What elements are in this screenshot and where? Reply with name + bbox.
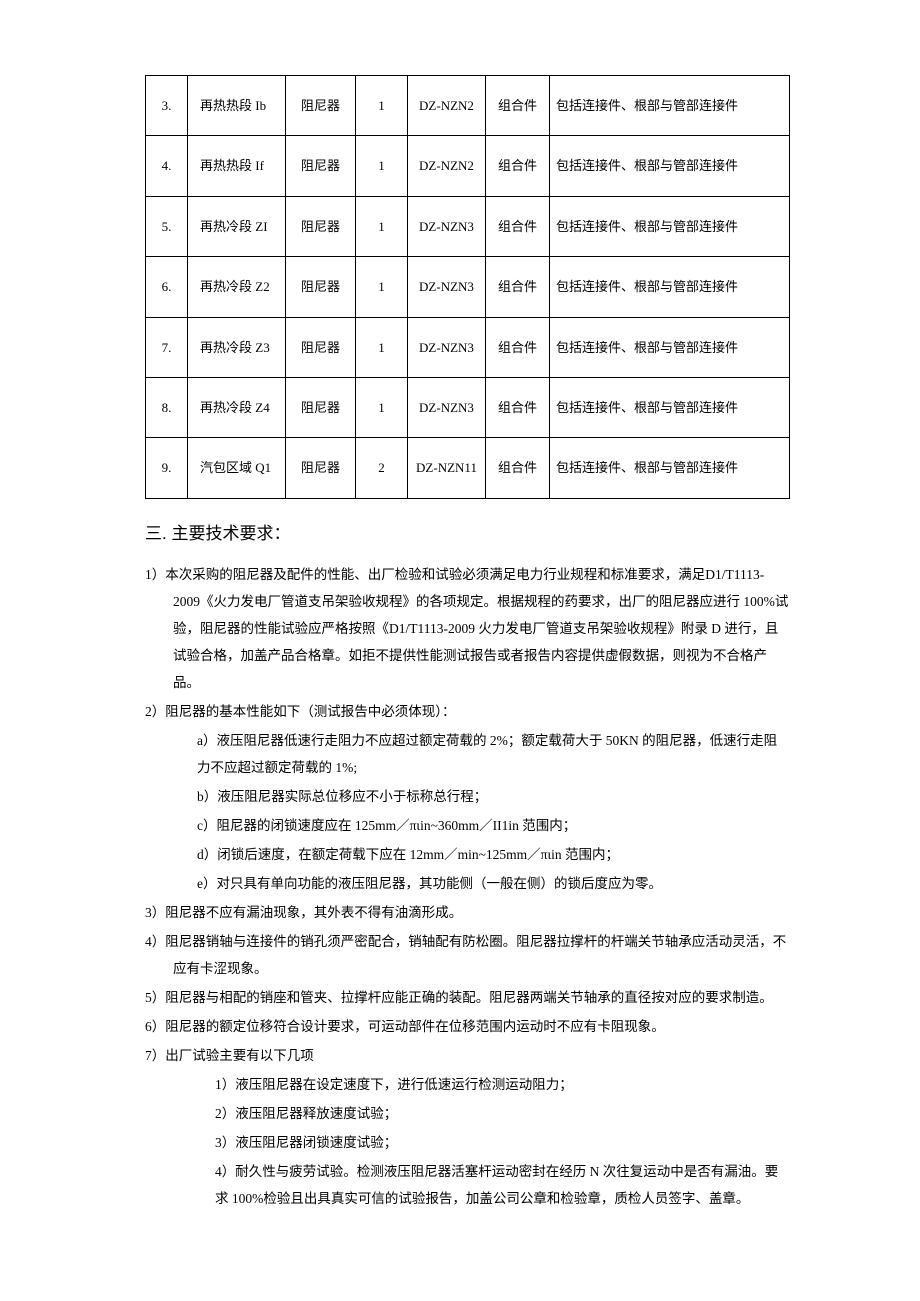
- paragraph-4: 4）阻尼器销轴与连接件的销孔须严密配合，销轴配有防松圈。阻尼器拉撑杆的杆端关节轴…: [145, 928, 790, 982]
- cell-zone: 再热冷段 Z4: [188, 377, 286, 437]
- cell-qty: 1: [356, 196, 408, 256]
- section-title: 三. 主要技术要求：: [145, 519, 790, 550]
- cell-idx: 6.: [146, 257, 188, 317]
- cell-name: 阻尼器: [286, 196, 356, 256]
- cell-idx: 4.: [146, 136, 188, 196]
- table-row: 8.再热冷段 Z4阻尼器1DZ-NZN3组合件包括连接件、根部与管部连接件: [146, 377, 790, 437]
- cell-idx: 9.: [146, 438, 188, 498]
- cell-zone: 再热冷段 Z3: [188, 317, 286, 377]
- cell-zone: 再热热段 Ib: [188, 76, 286, 136]
- paragraph-2b: b）液压阻尼器实际总位移应不小于标称总行程；: [145, 783, 790, 810]
- cell-qty: 1: [356, 136, 408, 196]
- cell-type: 组合件: [486, 136, 550, 196]
- cell-name: 阻尼器: [286, 438, 356, 498]
- cell-type: 组合件: [486, 438, 550, 498]
- cell-name: 阻尼器: [286, 136, 356, 196]
- cell-model: DZ-NZN3: [408, 317, 486, 377]
- cell-model: DZ-NZN11: [408, 438, 486, 498]
- cell-model: DZ-NZN3: [408, 257, 486, 317]
- paragraph-6: 6）阻尼器的额定位移符合设计要求，可运动部件在位移范围内运动时不应有卡阻现象。: [145, 1013, 790, 1040]
- cell-model: DZ-NZN3: [408, 377, 486, 437]
- cell-model: DZ-NZN3: [408, 196, 486, 256]
- cell-zone: 再热冷段 ZI: [188, 196, 286, 256]
- cell-qty: 1: [356, 257, 408, 317]
- cell-type: 组合件: [486, 377, 550, 437]
- cell-qty: 2: [356, 438, 408, 498]
- table-row: 3.再热热段 Ib阻尼器1DZ-NZN2组合件包括连接件、根部与管部连接件: [146, 76, 790, 136]
- table-row: 6.再热冷段 Z2阻尼器1DZ-NZN3组合件包括连接件、根部与管部连接件: [146, 257, 790, 317]
- paragraph-2c: c）阻尼器的闭锁速度应在 125mm／πιin~360mm／II1in 范围内；: [145, 812, 790, 839]
- cell-model: DZ-NZN2: [408, 76, 486, 136]
- cell-qty: 1: [356, 377, 408, 437]
- cell-name: 阻尼器: [286, 377, 356, 437]
- cell-remark: 包括连接件、根部与管部连接件: [550, 196, 790, 256]
- cell-type: 组合件: [486, 76, 550, 136]
- damper-table: 3.再热热段 Ib阻尼器1DZ-NZN2组合件包括连接件、根部与管部连接件4.再…: [145, 75, 790, 499]
- cell-type: 组合件: [486, 196, 550, 256]
- paragraph-2d: d）闭锁后速度，在额定荷载下应在 12mm／min~125mm／πιin 范围内…: [145, 841, 790, 868]
- paragraph-7-1: 1）液压阻尼器在设定速度下，进行低速运行检测运动阻力；: [145, 1071, 790, 1098]
- cell-remark: 包括连接件、根部与管部连接件: [550, 76, 790, 136]
- cell-idx: 5.: [146, 196, 188, 256]
- cell-name: 阻尼器: [286, 76, 356, 136]
- table-row: 5.再热冷段 ZI阻尼器1DZ-NZN3组合件包括连接件、根部与管部连接件: [146, 196, 790, 256]
- cell-remark: 包括连接件、根部与管部连接件: [550, 377, 790, 437]
- table-row: 9.汽包区域 Q1阻尼器2DZ-NZN11组合件包括连接件、根部与管部连接件: [146, 438, 790, 498]
- cell-remark: 包括连接件、根部与管部连接件: [550, 317, 790, 377]
- cell-type: 组合件: [486, 257, 550, 317]
- cell-remark: 包括连接件、根部与管部连接件: [550, 438, 790, 498]
- paragraph-3: 3）阻尼器不应有漏油现象，其外表不得有油滴形成。: [145, 899, 790, 926]
- paragraph-1: 1）本次采购的阻尼器及配件的性能、出厂检验和试验必须满足电力行业规程和标准要求，…: [145, 561, 790, 696]
- paragraph-7-2: 2）液压阻尼器释放速度试验；: [145, 1100, 790, 1127]
- cell-zone: 再热热段 If: [188, 136, 286, 196]
- paragraph-7-3: 3）液压阻尼器闭锁速度试验；: [145, 1129, 790, 1156]
- cell-qty: 1: [356, 317, 408, 377]
- paragraph-2: 2）阻尼器的基本性能如下（测试报告中必须体现）：: [145, 698, 790, 725]
- cell-idx: 8.: [146, 377, 188, 437]
- cell-model: DZ-NZN2: [408, 136, 486, 196]
- table-row: 4.再热热段 If阻尼器1DZ-NZN2组合件包括连接件、根部与管部连接件: [146, 136, 790, 196]
- cell-type: 组合件: [486, 317, 550, 377]
- cell-zone: 再热冷段 Z2: [188, 257, 286, 317]
- cell-name: 阻尼器: [286, 257, 356, 317]
- cell-qty: 1: [356, 76, 408, 136]
- cell-idx: 7.: [146, 317, 188, 377]
- paragraph-7-4: 4）耐久性与疲劳试验。检测液压阻尼器活塞杆运动密封在经历 N 次往复运动中是否有…: [145, 1158, 790, 1212]
- cell-zone: 汽包区域 Q1: [188, 438, 286, 498]
- cell-remark: 包括连接件、根部与管部连接件: [550, 136, 790, 196]
- cell-remark: 包括连接件、根部与管部连接件: [550, 257, 790, 317]
- cell-idx: 3.: [146, 76, 188, 136]
- paragraph-5: 5）阻尼器与相配的销座和管夹、拉撑杆应能正确的装配。阻尼器两端关节轴承的直径按对…: [145, 984, 790, 1011]
- table-row: 7.再热冷段 Z3阻尼器1DZ-NZN3组合件包括连接件、根部与管部连接件: [146, 317, 790, 377]
- cell-name: 阻尼器: [286, 317, 356, 377]
- paragraph-7: 7）出厂试验主要有以下几项: [145, 1042, 790, 1069]
- paragraph-2a: a）液压阻尼器低速行走阻力不应超过额定荷载的 2%；额定载荷大于 50KN 的阻…: [145, 727, 790, 781]
- paragraph-2e: e）对只具有单向功能的液压阻尼器，其功能侧（一般在侧）的锁后度应为零。: [145, 870, 790, 897]
